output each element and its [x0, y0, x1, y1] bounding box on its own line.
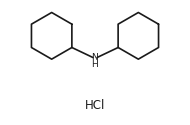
Text: HCl: HCl — [85, 99, 105, 112]
Text: H: H — [92, 60, 98, 69]
Text: N: N — [92, 53, 98, 62]
